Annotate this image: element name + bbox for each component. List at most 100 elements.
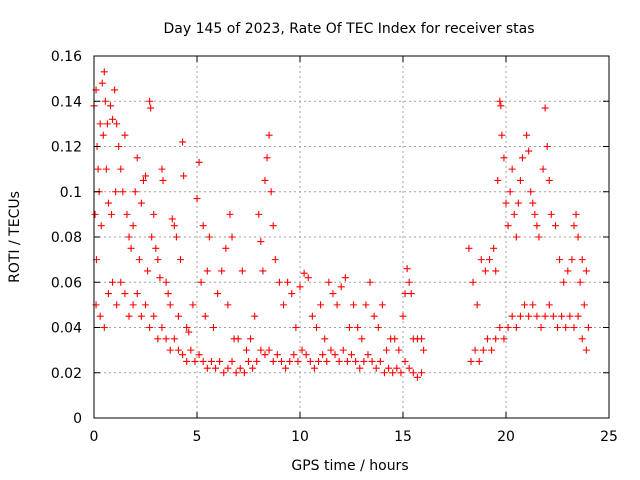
data-point [483, 335, 491, 343]
data-point [391, 335, 399, 343]
data-point [580, 301, 588, 309]
data-point [158, 324, 166, 331]
axis-ticks [93, 55, 610, 419]
data-point [352, 357, 360, 365]
data-point [96, 120, 104, 128]
x-tick-label: 10 [291, 429, 309, 445]
data-point [405, 278, 413, 286]
data-point [523, 131, 531, 139]
data-point [267, 188, 275, 196]
data-point [323, 357, 331, 365]
data-point [582, 267, 590, 275]
data-point [162, 335, 170, 343]
data-point [170, 222, 178, 230]
data-point [294, 357, 302, 365]
data-point [315, 357, 323, 365]
data-point [121, 290, 129, 298]
data-point [304, 274, 312, 282]
data-point [467, 357, 475, 365]
data-point [273, 351, 281, 359]
data-point [298, 346, 306, 354]
data-point [245, 357, 252, 365]
data-point [481, 267, 489, 275]
data-point [94, 165, 102, 173]
data-point [191, 357, 199, 365]
data-point [545, 176, 553, 184]
data-point [302, 351, 310, 359]
data-point [247, 335, 255, 343]
y-tick-label: 0.02 [51, 366, 82, 382]
data-point [516, 176, 524, 184]
data-point [500, 154, 508, 162]
data-point [529, 301, 537, 309]
data-point [104, 199, 112, 207]
data-point [125, 312, 133, 320]
data-point [119, 188, 127, 196]
data-point [100, 324, 108, 331]
y-tick-label: 0 [73, 411, 82, 427]
data-point [271, 256, 279, 264]
data-point [139, 176, 147, 184]
data-point [146, 97, 154, 105]
y-axis-label: ROTI / TECUs [7, 191, 23, 283]
data-point [203, 267, 211, 275]
y-tick-labels: 0 0.02 0.04 0.06 0.08 0.1 0.12 0.14 0.16 [51, 49, 82, 427]
data-point [383, 346, 391, 354]
data-point [249, 364, 257, 372]
data-point [197, 278, 205, 286]
data-point [329, 290, 337, 298]
data-point [321, 335, 329, 343]
data-point [265, 346, 273, 354]
data-point [389, 369, 397, 377]
data-point [345, 324, 353, 331]
data-point [103, 120, 111, 128]
data-point [576, 278, 584, 286]
data-point [533, 312, 541, 320]
data-point [368, 357, 376, 365]
data-point [562, 324, 570, 331]
data-point [261, 176, 269, 184]
data-point [232, 369, 240, 377]
data-point [486, 256, 494, 264]
data-point [240, 369, 248, 377]
data-point [251, 312, 259, 320]
data-point [510, 210, 518, 218]
data-point [356, 364, 364, 372]
data-point [195, 158, 203, 166]
data-point [333, 301, 341, 309]
data-point [275, 278, 283, 286]
data-point [135, 256, 143, 264]
data-point [195, 351, 203, 359]
data-point [117, 278, 125, 286]
data-point [512, 324, 520, 331]
data-point [224, 301, 232, 309]
data-point [199, 357, 207, 365]
data-point [502, 199, 510, 207]
data-point [308, 312, 316, 320]
data-point [154, 256, 162, 264]
data-point [97, 222, 105, 230]
data-point [147, 104, 155, 112]
data-point [212, 364, 220, 372]
data-point [533, 222, 541, 230]
data-point [539, 165, 547, 173]
data-point [108, 210, 116, 218]
data-point [106, 102, 114, 110]
data-point [166, 301, 174, 309]
data-point [150, 312, 158, 320]
data-point [102, 165, 110, 173]
x-tick-label: 15 [394, 429, 412, 445]
data-point [354, 324, 362, 331]
data-point [144, 267, 152, 275]
data-point [129, 222, 137, 230]
data-point [137, 312, 145, 320]
data-point [113, 120, 121, 128]
data-point [374, 324, 382, 331]
data-point [535, 233, 543, 241]
data-point [282, 364, 290, 372]
y-tick-label: 0.12 [51, 140, 82, 156]
data-point [541, 104, 549, 112]
data-point [492, 267, 500, 275]
data-point [238, 267, 246, 275]
data-point [372, 364, 380, 372]
